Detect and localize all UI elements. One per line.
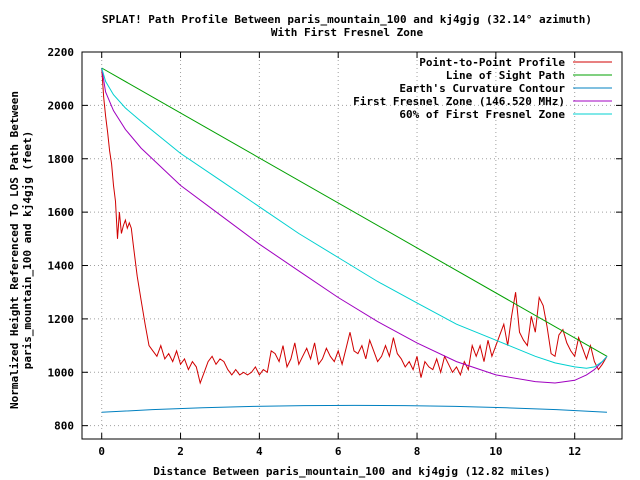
- x-tick-label: 8: [414, 445, 421, 458]
- y-tick-label: 1400: [48, 260, 75, 273]
- series-line-4: [101, 67, 608, 384]
- y-tick-label: 1000: [48, 366, 75, 379]
- chart-title: SPLAT! Path Profile Between paris_mounta…: [102, 13, 592, 26]
- x-tick-label: 4: [256, 445, 263, 458]
- legend-label: 60% of First Fresnel Zone: [399, 108, 565, 121]
- x-tick-label: 2: [177, 445, 184, 458]
- series-line-1: [101, 67, 608, 385]
- legend-label: Earth's Curvature Contour: [399, 82, 565, 95]
- chart-subtitle: With First Fresnel Zone: [271, 26, 424, 39]
- series-line-3: [101, 404, 608, 413]
- y-tick-label: 2200: [48, 46, 75, 59]
- legend-label: Point-to-Point Profile: [419, 56, 565, 69]
- x-tick-label: 10: [489, 445, 502, 458]
- series-line-2: [101, 67, 608, 357]
- legend-label: First Fresnel Zone (146.520 MHz): [353, 95, 565, 108]
- legend-label: Line of Sight Path: [446, 69, 565, 82]
- series-line-5: [101, 67, 608, 369]
- y-axis-ticks: 800 1000 1200 1400 1600 1800 2000 2200: [48, 46, 622, 433]
- y-axis-label-line-2: paris_mountain_100 and kj4gjg (feet): [21, 131, 34, 369]
- x-axis-ticks: 0 2 4 6 8 10 12: [98, 52, 581, 458]
- plot-border: [81, 51, 623, 440]
- x-tick-label: 6: [335, 445, 342, 458]
- series-lines: [101, 67, 608, 413]
- y-tick-label: 1800: [48, 153, 75, 166]
- y-tick-label: 800: [54, 420, 74, 433]
- x-tick-label: 0: [98, 445, 105, 458]
- grid-lines: [82, 51, 622, 439]
- x-tick-label: 12: [568, 445, 581, 458]
- y-tick-label: 1600: [48, 206, 75, 219]
- x-axis-label: Distance Between paris_mountain_100 and …: [153, 465, 550, 478]
- y-tick-label: 2000: [48, 99, 75, 112]
- y-tick-label: 1200: [48, 313, 75, 326]
- y-axis-label-line-1: Normalized Height Referenced To LOS Path…: [8, 91, 21, 409]
